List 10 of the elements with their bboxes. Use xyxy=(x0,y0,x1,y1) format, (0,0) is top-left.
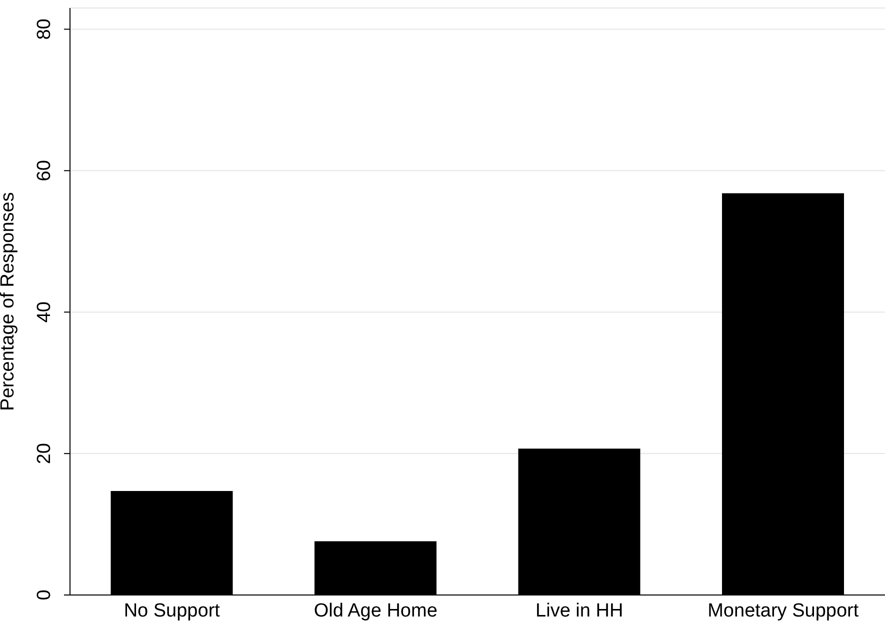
x-tick-label: Monetary Support xyxy=(708,600,860,622)
y-tick-label: 0 xyxy=(34,590,55,600)
y-tick-label: 40 xyxy=(34,302,55,323)
x-tick-label: Old Age Home xyxy=(314,600,438,622)
y-tick-label: 60 xyxy=(34,160,55,182)
y-axis-title: Percentage of Responses xyxy=(0,192,19,411)
x-tick-label: Live in HH xyxy=(536,600,624,622)
x-tick-label: No Support xyxy=(124,600,221,622)
y-tick-label: 80 xyxy=(34,18,55,40)
y-tick-label: 20 xyxy=(34,442,55,464)
